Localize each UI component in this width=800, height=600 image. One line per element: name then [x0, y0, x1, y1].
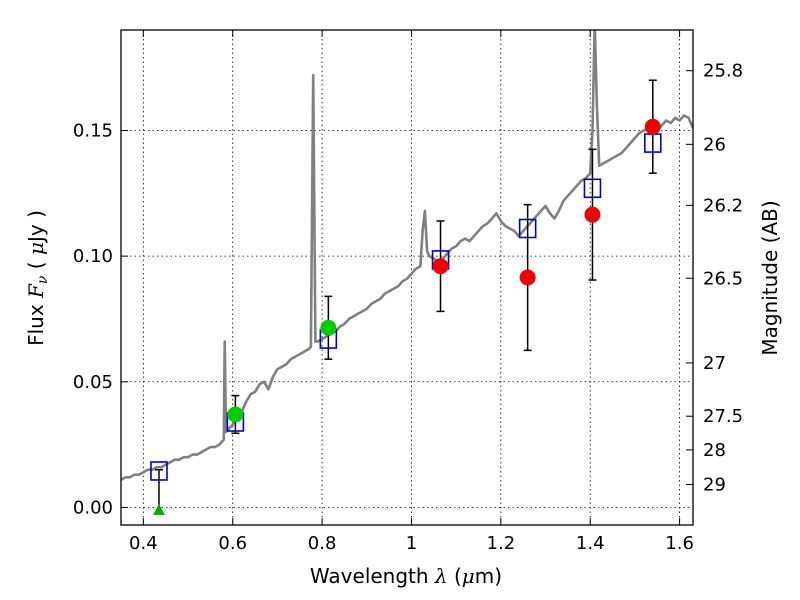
- x-tick-label: 1: [406, 533, 417, 554]
- ir-flux-point: [519, 269, 536, 286]
- x-tick-label: 1.2: [487, 533, 516, 554]
- model-spectrum: [121, 30, 693, 481]
- y-axis-title: Flux Fν ( μJy ): [24, 210, 51, 346]
- y2-tick-label: 26: [703, 134, 726, 155]
- model-flux-square: [150, 461, 168, 481]
- plot-frame: [120, 29, 694, 526]
- y2-tick-label: 26.5: [703, 268, 743, 289]
- model-flux-square: [518, 218, 537, 239]
- y2-tick-label: 29: [703, 475, 726, 496]
- y2-tick-label: 28: [703, 440, 726, 461]
- y2-tick-label: 27.5: [703, 406, 743, 427]
- x-tick-label: 0.6: [218, 533, 247, 554]
- y2-tick-label: 26.2: [703, 195, 743, 216]
- y-tick-label: 0.00: [73, 497, 113, 518]
- x-tick-label: 1.4: [576, 533, 605, 554]
- ir-flux-point: [584, 206, 601, 223]
- ir-flux-point: [432, 258, 449, 275]
- grid-lines: [121, 30, 693, 525]
- y2-tick-label: 25.8: [703, 61, 743, 82]
- optical-flux-point: [320, 319, 337, 336]
- x-tick-label: 0.4: [129, 533, 158, 554]
- spectrum-line: [121, 30, 693, 481]
- optical-flux-point: [227, 406, 244, 423]
- ir-flux-point: [644, 118, 661, 135]
- y2-axis-title: Magnitude (AB): [758, 200, 782, 355]
- photometry-markers: [150, 118, 662, 515]
- upper-limit-triangle: [152, 503, 165, 515]
- error-bars: [154, 79, 657, 510]
- y-tick-label: 0.05: [73, 372, 113, 393]
- x-tick-label: 0.8: [308, 533, 337, 554]
- y2-tick-label: 27: [703, 353, 726, 374]
- model-flux-square: [583, 178, 602, 199]
- axis-ticks: 0.4 0.6 0.8 1 1.2 1.4 1.6 0.00 0.05 0.10 0.15 25.8 2…: [73, 30, 743, 554]
- x-tick-label: 1.6: [665, 533, 694, 554]
- y-tick-label: 0.10: [73, 246, 113, 267]
- y-tick-label: 0.15: [73, 121, 113, 142]
- x-axis-title: Wavelength λ (μm): [310, 564, 502, 588]
